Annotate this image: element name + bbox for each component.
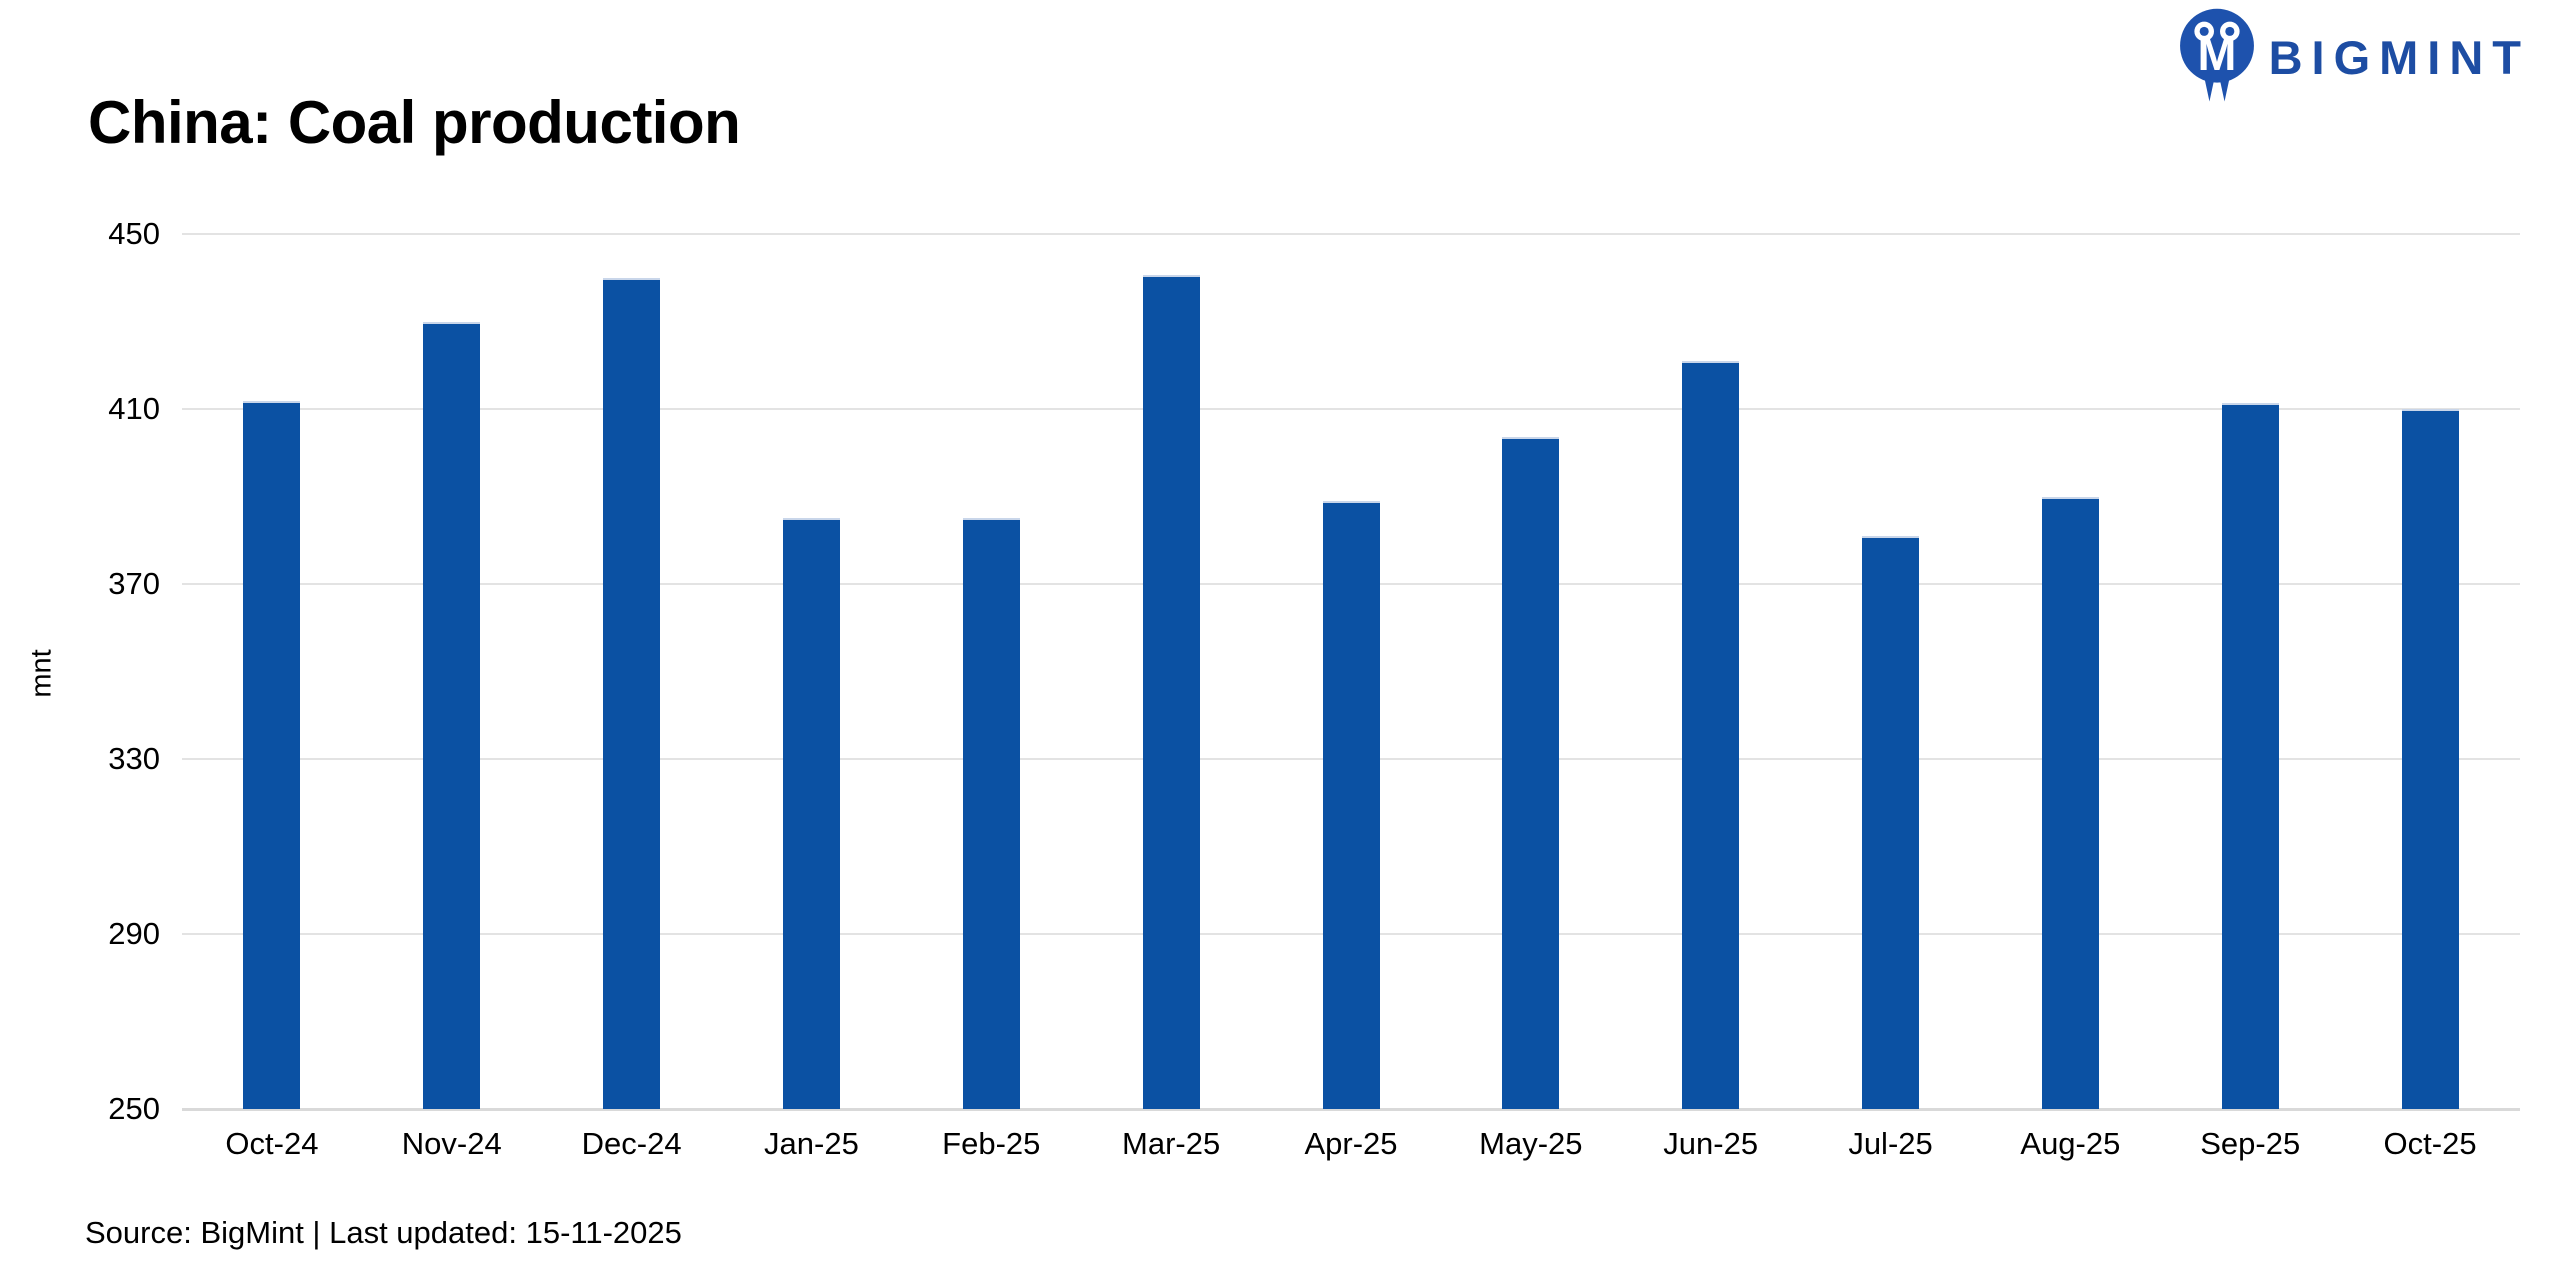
bar-Jul-25: [1862, 535, 1920, 1109]
bigmint-logo: M BIGMINT: [2179, 8, 2530, 106]
x-label-Sep-25: Sep-25: [2200, 1126, 2301, 1161]
x-label-Nov-24: Nov-24: [401, 1126, 502, 1161]
x-label-Oct-24: Oct-24: [225, 1126, 319, 1161]
bar-Oct-25: [2401, 409, 2459, 1109]
bar-Mar-25: [1142, 275, 1200, 1109]
bar-May-25: [1502, 437, 1560, 1109]
bar-Apr-25: [1322, 500, 1380, 1109]
bigmint-logo-icon: M: [2179, 8, 2254, 102]
x-label-Apr-25: Apr-25: [1304, 1126, 1398, 1161]
x-label-Mar-25: Mar-25: [1122, 1126, 1221, 1161]
y-axis-title: mnt: [25, 649, 58, 698]
chart-title: China: Coal production: [88, 89, 741, 156]
bar-Jan-25: [782, 518, 840, 1109]
x-label-Jun-25: Jun-25: [1663, 1126, 1759, 1161]
x-label-Oct-25: Oct-25: [2383, 1126, 2477, 1161]
bar-Feb-25: [962, 518, 1020, 1109]
x-label-May-25: May-25: [1479, 1126, 1583, 1161]
gridline-450: [182, 233, 2520, 235]
y-tick-label-250: 250: [108, 1091, 160, 1126]
y-tick-label-410: 410: [108, 391, 160, 426]
y-tick-label-370: 370: [108, 566, 160, 601]
bar-Oct-24: [243, 401, 301, 1109]
bigmint-logo-text: BIGMINT: [2268, 30, 2530, 84]
y-ticks: 450 410 370 330 290 250: [60, 216, 160, 1126]
bar-Dec-24: [603, 277, 661, 1109]
x-label-Feb-25: Feb-25: [942, 1126, 1041, 1161]
x-label-Dec-24: Dec-24: [581, 1126, 682, 1161]
x-labels: Oct-24 Nov-24 Dec-24 Jan-25 Feb-25 Mar-25 Apr-…: [182, 1126, 2520, 1170]
x-label-Aug-25: Aug-25: [2020, 1126, 2121, 1161]
bar-Nov-24: [423, 321, 481, 1109]
source-line: Source: BigMint | Last updated: 15-11-20…: [85, 1215, 682, 1250]
bar-Jun-25: [1682, 360, 1740, 1109]
gridline-250: [182, 1108, 2520, 1111]
y-tick-label-450: 450: [108, 216, 160, 251]
x-label-Jan-25: Jan-25: [764, 1126, 859, 1161]
gridline-410: [182, 408, 2520, 410]
bar-Aug-25: [2041, 496, 2099, 1109]
plot-area: [182, 233, 2520, 1111]
bar-Sep-25: [2221, 402, 2279, 1109]
y-tick-label-330: 330: [108, 741, 160, 776]
x-label-Jul-25: Jul-25: [1848, 1126, 1933, 1161]
y-tick-label-290: 290: [108, 916, 160, 951]
